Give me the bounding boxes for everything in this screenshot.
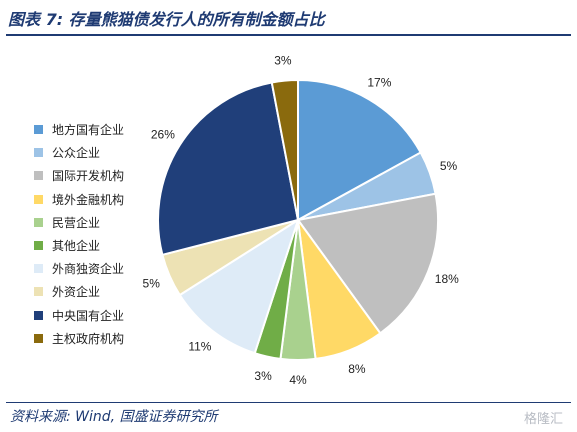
legend-label: 主权政府机构 bbox=[52, 331, 125, 346]
legend-item-8: 外资企业 bbox=[34, 280, 124, 303]
pie-slice-3 bbox=[296, 192, 439, 335]
legend-swatch bbox=[34, 264, 43, 274]
legend-item-7: 外商独资企业 bbox=[34, 257, 124, 280]
legend-label: 国际开发机构 bbox=[52, 169, 125, 184]
legend-item-1: 地方国有企业 bbox=[34, 118, 124, 141]
slice-label-7: 11% bbox=[188, 339, 211, 353]
watermark-logo: 格隆汇 bbox=[523, 412, 563, 427]
legend-label: 境外金融机构 bbox=[52, 192, 125, 207]
legend-label: 公众企业 bbox=[52, 146, 101, 161]
slice-label-2: 5% bbox=[440, 159, 458, 173]
legend-label: 中央国有企业 bbox=[52, 308, 125, 323]
legend-label: 外资企业 bbox=[52, 285, 101, 300]
legend-swatch bbox=[34, 333, 43, 343]
slice-label-6: 3% bbox=[254, 369, 272, 383]
legend-item-10: 主权政府机构 bbox=[34, 327, 124, 350]
legend-swatch bbox=[34, 241, 43, 251]
legend-label: 民营企业 bbox=[52, 215, 101, 230]
slice-label-5: 4% bbox=[289, 373, 307, 387]
legend-item-5: 民营企业 bbox=[34, 211, 124, 234]
legend-swatch bbox=[34, 217, 43, 227]
legend-item-9: 中央国有企业 bbox=[34, 304, 124, 327]
slice-label-1: 17% bbox=[367, 75, 391, 89]
slice-label-9: 26% bbox=[151, 127, 175, 141]
chart-title: 图表 7: 存量熊猫债发行人的所有制金额占比 bbox=[8, 10, 325, 29]
legend-swatch bbox=[34, 125, 43, 135]
pie-slice-9 bbox=[157, 81, 300, 257]
pie-slice-1 bbox=[297, 78, 423, 222]
pie-chart: 17% 5% 18% 8% 4% 3% 11% 5% 26% 3% bbox=[143, 54, 460, 387]
legend-swatch bbox=[34, 310, 43, 320]
slice-label-4: 8% bbox=[348, 362, 366, 376]
legend-swatch bbox=[34, 148, 43, 158]
chart-legend: 地方国有企业 公众企业国际开发机构 境外金融机构 民营企业其他企业外商独资企业 外资企业… bbox=[34, 118, 124, 350]
title-rule bbox=[6, 34, 571, 36]
legend-item-4: 境外金融机构 bbox=[34, 188, 124, 211]
slice-label-8: 5% bbox=[143, 277, 161, 291]
slice-label-3: 18% bbox=[435, 272, 459, 286]
legend-label: 其他企业 bbox=[52, 239, 101, 254]
pie-slice-7 bbox=[178, 217, 300, 355]
legend-item-3: 国际开发机构 bbox=[34, 164, 124, 187]
legend-item-6: 其他企业 bbox=[34, 234, 124, 257]
slice-label-10: 3% bbox=[274, 54, 292, 68]
legend-swatch bbox=[34, 194, 43, 204]
legend-swatch bbox=[34, 287, 43, 297]
source-note: 资料来源: Wind, 国盛证券研究所 bbox=[10, 409, 218, 425]
legend-label: 外商独资企业 bbox=[52, 262, 125, 277]
legend-label: 地方国有企业 bbox=[52, 123, 125, 138]
source-rule bbox=[6, 402, 571, 403]
legend-item-2: 公众企业 bbox=[34, 141, 124, 164]
pie-slice-10 bbox=[270, 78, 299, 221]
legend-swatch bbox=[34, 171, 43, 181]
